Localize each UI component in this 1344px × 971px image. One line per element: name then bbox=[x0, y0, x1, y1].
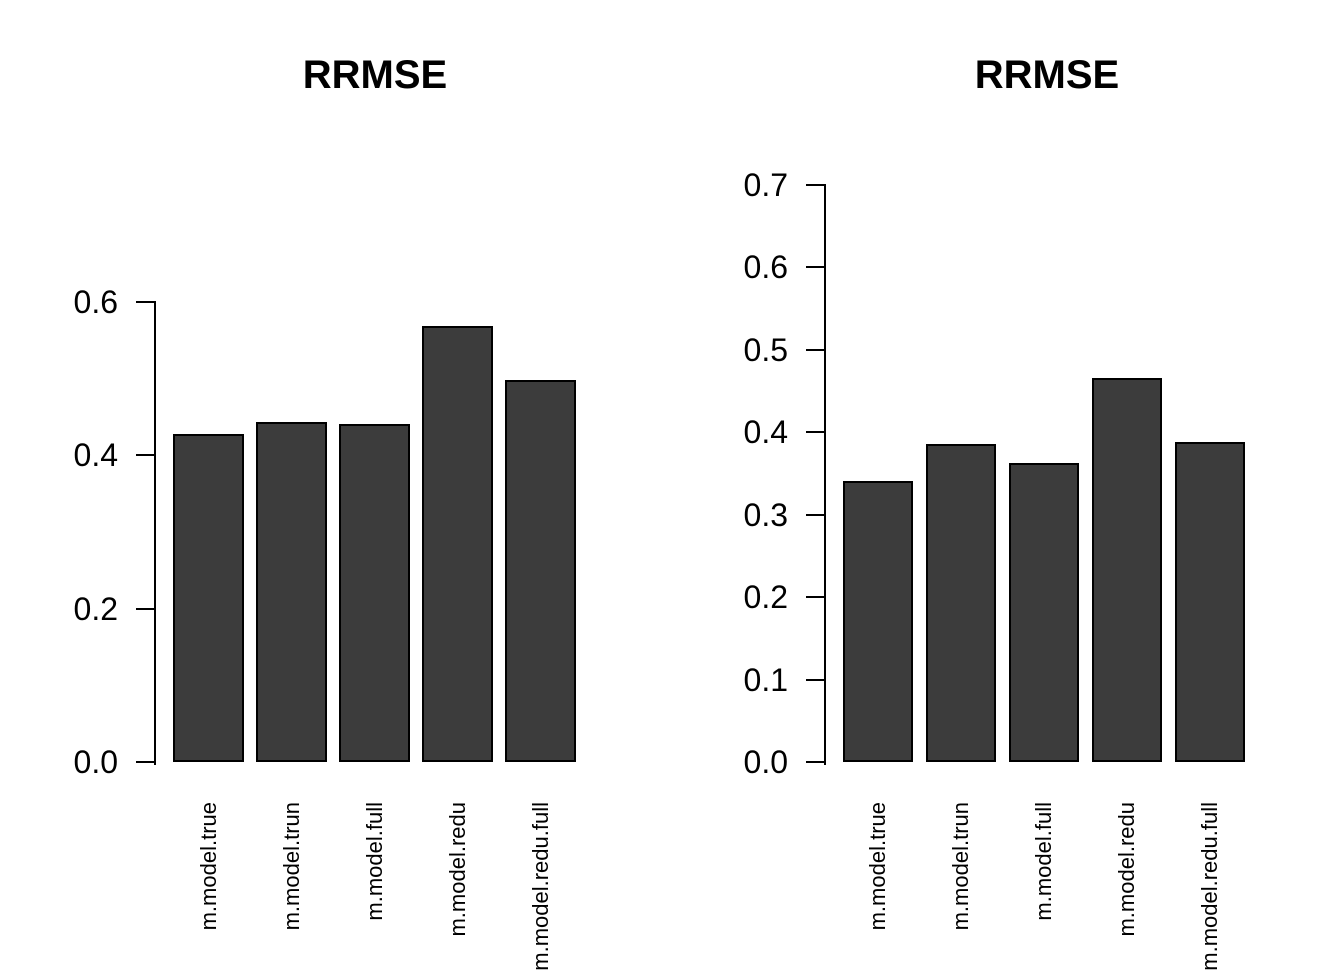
bar bbox=[505, 380, 576, 762]
bar bbox=[339, 424, 410, 762]
y-axis-tick bbox=[136, 454, 156, 456]
y-axis-tick-label: 0.3 bbox=[743, 497, 788, 533]
y-axis-tick-label: 0.2 bbox=[73, 591, 118, 627]
bar bbox=[926, 444, 996, 762]
category-label: m.model.true bbox=[865, 802, 890, 931]
y-axis-line bbox=[154, 302, 156, 765]
right-chart-title: RRMSE bbox=[974, 53, 1120, 97]
y-axis-tick-label: 0.0 bbox=[73, 744, 118, 780]
bar bbox=[422, 326, 493, 762]
bar bbox=[256, 422, 327, 762]
y-axis-tick bbox=[806, 184, 826, 186]
y-axis-tick bbox=[806, 761, 826, 763]
y-axis-line bbox=[824, 185, 826, 765]
y-axis-tick bbox=[806, 431, 826, 433]
y-axis-tick bbox=[136, 608, 156, 610]
y-axis-tick bbox=[136, 761, 156, 763]
y-axis-tick-label: 0.0 bbox=[743, 744, 788, 780]
category-label: m.model.trun bbox=[948, 802, 973, 931]
bar bbox=[1175, 442, 1245, 762]
category-label: m.model.full bbox=[362, 802, 387, 921]
y-axis-tick bbox=[806, 349, 826, 351]
category-label: m.model.trun bbox=[279, 802, 304, 931]
left-chart-title: RRMSE bbox=[302, 53, 448, 97]
bar bbox=[173, 434, 244, 762]
bar bbox=[1092, 378, 1162, 762]
category-label: m.model.redu bbox=[445, 802, 470, 937]
category-label: m.model.redu bbox=[1114, 802, 1139, 937]
y-axis-tick-label: 0.6 bbox=[73, 284, 118, 320]
y-axis-tick bbox=[806, 514, 826, 516]
y-axis-tick-label: 0.4 bbox=[743, 414, 788, 450]
y-axis-tick bbox=[136, 301, 156, 303]
category-label: m.model.full bbox=[1031, 802, 1056, 921]
bar bbox=[1009, 463, 1079, 762]
y-axis-tick bbox=[806, 679, 826, 681]
category-label: m.model.redu.full bbox=[1197, 802, 1222, 971]
category-label: m.model.true bbox=[196, 802, 221, 931]
y-axis-tick-label: 0.1 bbox=[743, 662, 788, 698]
bar bbox=[843, 481, 913, 762]
y-axis-tick bbox=[806, 266, 826, 268]
y-axis-tick-label: 0.2 bbox=[743, 579, 788, 615]
y-axis-tick bbox=[806, 596, 826, 598]
category-label: m.model.redu.full bbox=[528, 802, 553, 971]
y-axis-tick-label: 0.4 bbox=[73, 437, 118, 473]
y-axis-tick-label: 0.5 bbox=[743, 332, 788, 368]
y-axis-tick-label: 0.7 bbox=[743, 167, 788, 203]
y-axis-tick-label: 0.6 bbox=[743, 249, 788, 285]
